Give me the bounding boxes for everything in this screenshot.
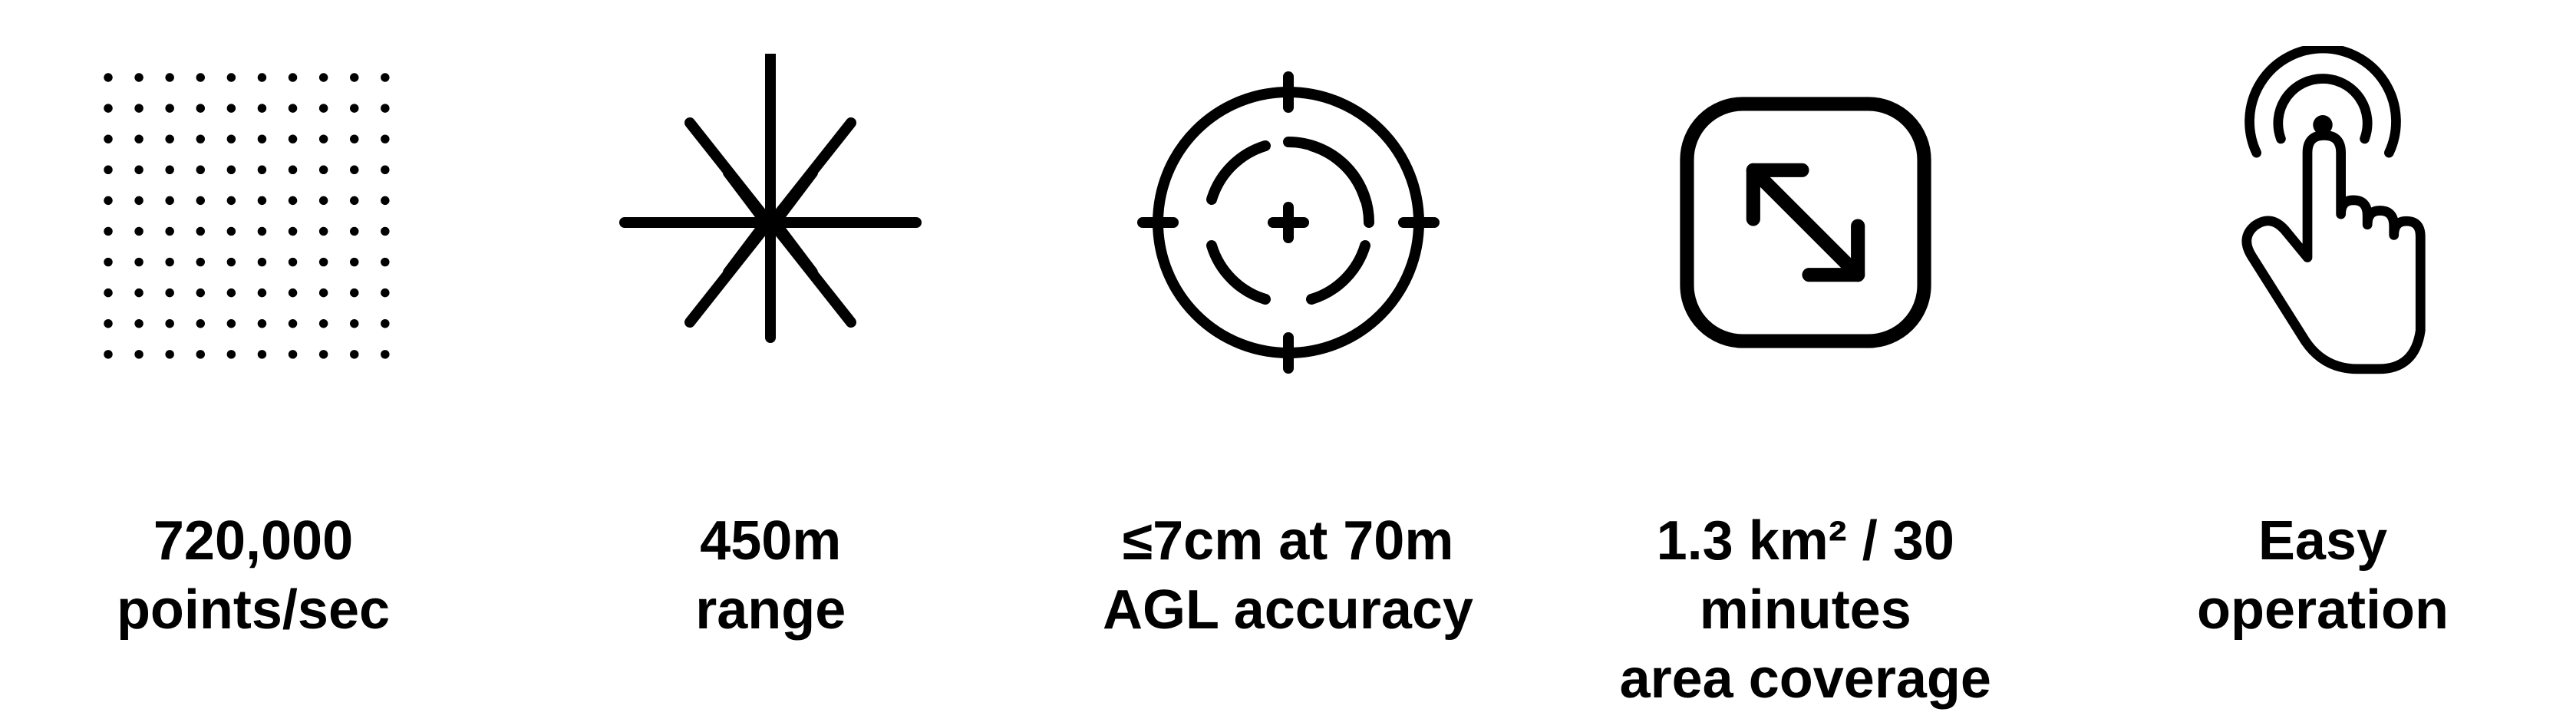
feature-row: 720,000 points/sec bbox=[0, 0, 2576, 722]
laser-star-icon bbox=[579, 31, 962, 414]
touch-hand-icon bbox=[2131, 31, 2515, 414]
crosshair-icon bbox=[1097, 31, 1480, 414]
dot-grid-icon bbox=[61, 31, 445, 414]
feature-range: 450m range bbox=[540, 31, 1001, 645]
feature-points: 720,000 points/sec bbox=[23, 31, 483, 645]
feature-easy: Easy operation bbox=[2093, 31, 2553, 645]
feature-coverage-label: 1.3 km² / 30 minutes area coverage bbox=[1620, 506, 1991, 714]
feature-coverage: 1.3 km² / 30 minutes area coverage bbox=[1575, 31, 2036, 714]
feature-accuracy-label: ≤7cm at 70m AGL accuracy bbox=[1103, 506, 1473, 645]
feature-easy-label: Easy operation bbox=[2197, 506, 2449, 645]
feature-points-label: 720,000 points/sec bbox=[117, 506, 390, 645]
expand-box-icon bbox=[1614, 31, 1997, 414]
feature-accuracy: ≤7cm at 70m AGL accuracy bbox=[1058, 31, 1519, 645]
feature-range-label: 450m range bbox=[695, 506, 846, 645]
